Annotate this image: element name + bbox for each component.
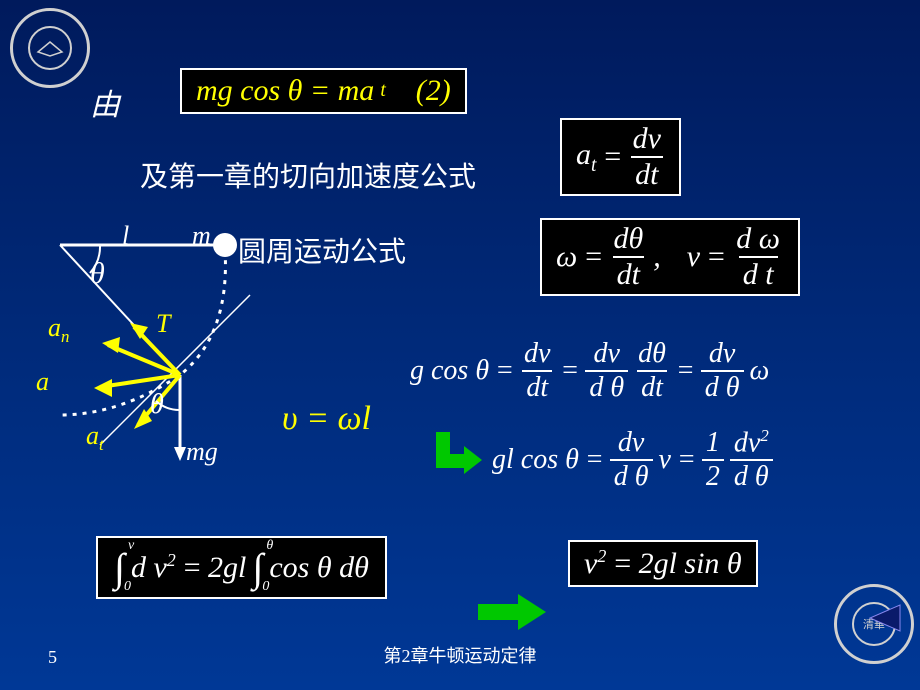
d1-lhs: g cos θ [410,355,489,387]
v: v [687,240,700,274]
f: dt [637,370,667,402]
v: v [659,444,671,476]
derivation-1: g cos θ = dvdt = dvd θ dθdt = dvd θ ω [410,340,769,402]
label-m: m [192,221,211,251]
f: dv [589,340,623,370]
at-den: dt [631,156,662,190]
f: dθ [634,340,670,370]
int-lo2: 0 [262,579,269,595]
int-hi2: θ [266,538,273,554]
sq: 2 [167,550,176,570]
label-theta1: θ [90,257,105,291]
half-n: 1 [702,429,724,459]
bird-icon [36,38,64,58]
eq-sign: = [583,240,603,274]
dtheta: dθ [609,224,647,256]
arrow-elbow-icon [428,432,478,478]
eq-sign: = [182,551,202,585]
f: d θ [701,370,744,402]
label-a: a [36,367,49,397]
tangential-formula-box: at = dv dt [560,118,681,196]
circular-formula-box: ω = dθ dt , v = d ω d t [540,218,800,296]
f: dv [734,427,760,458]
eq-sign: = [495,355,514,387]
label-theta2: θ [150,389,164,421]
pendulum-diagram: l m θ T an a at θ mg [30,215,290,475]
eq-sign: = [585,444,604,476]
eq-sign: = [602,140,622,174]
int-hi: v [128,538,134,554]
label-T: T [156,309,170,339]
omega: ω [556,240,577,274]
f: dv [614,429,648,459]
dt2: d t [739,256,778,290]
label-at: at [86,421,104,455]
cos-dtheta: cos θ dθ [269,551,368,585]
half-d: 2 [702,459,724,491]
v-omega-l: υ = ωl [282,400,371,438]
omega: ω [750,355,770,387]
f: dt [522,370,552,402]
eq-sign: = [676,355,695,387]
res-sq: 2 [597,546,606,566]
nav-back-button[interactable] [866,603,902,638]
eq2-num: (2) [416,74,451,108]
at-var: a [576,138,591,171]
d2-lhs: gl cos θ [492,444,579,476]
sq: 2 [760,426,768,445]
eq2-sub: t [380,80,385,102]
footer-caption: 第2章牛顿运动定律 [0,642,920,668]
comma: , [653,240,661,274]
university-seal-top-left [10,8,90,88]
equation-2-box: mg cos θ = ma t (2) [180,68,467,114]
label-an: an [48,313,69,347]
dt: dt [613,256,644,290]
two-gl: 2gl [208,551,246,585]
tangential-label: 及第一章的切向加速度公式 [140,155,476,195]
derivation-2: gl cos θ = dvd θ v = 12 dv2 d θ [492,428,773,491]
triangle-left-icon [866,603,902,633]
res-rhs: 2gl sin θ [639,547,742,581]
label-l: l [122,221,129,251]
eq-sign: = [612,547,632,581]
at-sub: t [591,155,596,176]
f: dv [520,340,554,370]
f: dv [705,340,739,370]
label-mg: mg [186,437,218,467]
result-box: v2 = 2gl sin θ [568,540,758,587]
at-num: dv [629,124,665,156]
eq-sign: = [560,355,579,387]
arrow-right-icon [478,594,548,630]
int-lo: 0 [124,579,131,595]
seal-inner [28,26,72,70]
integral-box: ∫ v 0 d v2 = 2gl ∫ θ 0 cos θ dθ [96,536,387,599]
dv: d v [131,551,167,584]
domega: d ω [732,224,784,256]
f: d θ [730,459,773,491]
f: d θ [610,459,653,491]
lead-text: 由 [90,80,120,124]
res-v: v [584,547,597,580]
eq-sign: = [677,444,696,476]
f: d θ [585,370,628,402]
eq-sign: = [706,240,726,274]
eq2-lhs: mg cos θ = ma [196,74,374,108]
